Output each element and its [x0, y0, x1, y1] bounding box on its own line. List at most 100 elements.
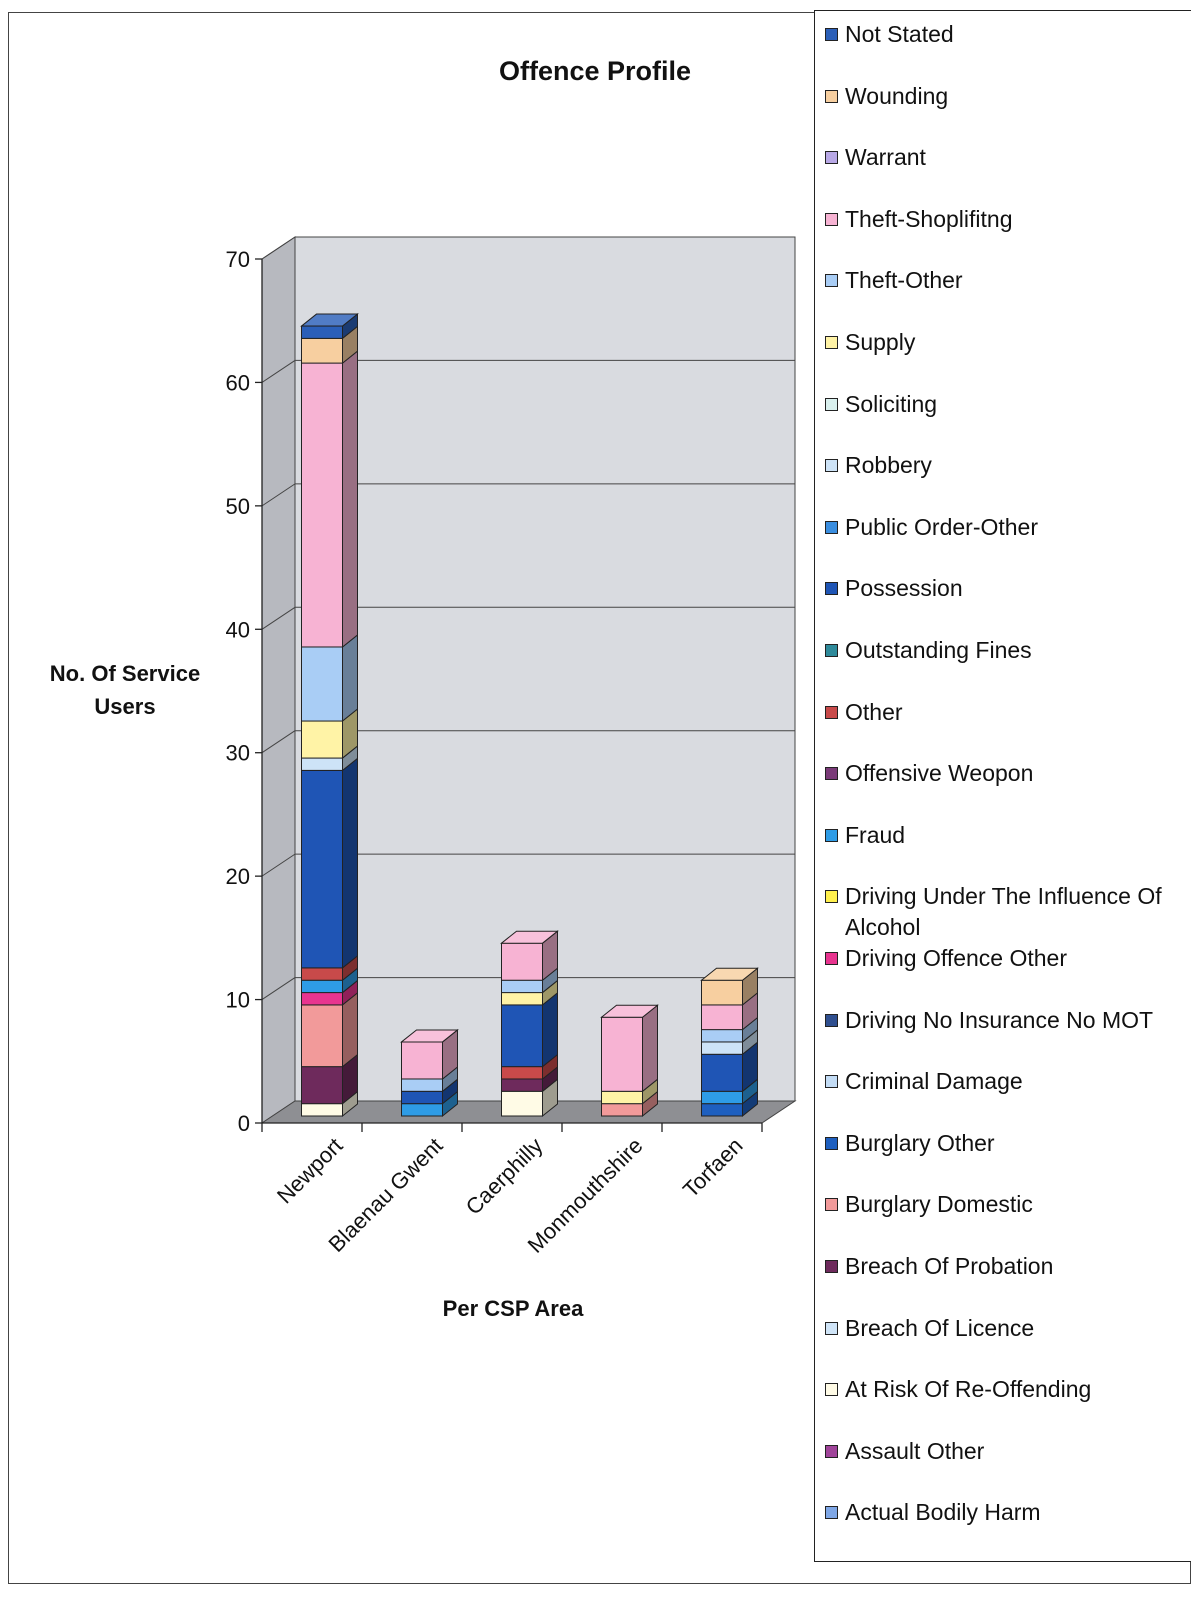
- legend-label: Criminal Damage: [845, 1068, 1023, 1095]
- gridline-side: [261, 853, 296, 877]
- legend-label: Possession: [845, 575, 963, 602]
- legend-swatch: [825, 336, 838, 349]
- legend-label: Driving Under The Influence Of Alcohol: [845, 883, 1162, 941]
- legend-label: Outstanding Fines: [845, 637, 1032, 663]
- legend-swatch: [825, 1444, 838, 1458]
- legend-swatch: [825, 459, 838, 473]
- legend-label: Theft-Shoplifitng: [845, 205, 1013, 232]
- bar-segment: [301, 991, 358, 1068]
- bar-segment: [301, 757, 358, 969]
- legend-swatch: [825, 397, 838, 411]
- y-tick-label: 10: [226, 988, 250, 1013]
- legend-swatch: [825, 1198, 838, 1212]
- legend-swatch: [825, 1136, 838, 1150]
- bar-segment: [601, 1078, 658, 1105]
- bar-stack-newport: [300, 313, 359, 1118]
- x-tick-label: Torfaen: [678, 1133, 748, 1203]
- y-tick-label: 20: [226, 864, 250, 889]
- legend-label: Fraud: [845, 821, 906, 848]
- gridline-side: [261, 483, 296, 507]
- legend-swatch: [825, 274, 838, 288]
- legend-swatch: [825, 705, 838, 719]
- legend-swatch: [825, 1383, 838, 1397]
- legend-swatch: [825, 28, 838, 41]
- legend-label: Assault Other: [845, 1437, 985, 1464]
- x-tick-label: Caerphilly: [461, 1133, 548, 1220]
- legend-label: Offensive Weopon: [845, 760, 1034, 787]
- chart-side-wall: [261, 236, 296, 1124]
- legend-swatch: [825, 1260, 838, 1273]
- svg-text:No. Of Service: No. Of Service: [50, 661, 200, 686]
- x-axis-label: Per CSP Area: [443, 1296, 584, 1321]
- bar-stack-monmouthshire: [600, 1004, 659, 1118]
- y-tick-label: 30: [226, 741, 250, 766]
- legend-swatch: [825, 212, 838, 226]
- legend-swatch: [825, 520, 838, 534]
- bar-segment: [501, 967, 558, 994]
- bar-segment: [401, 1090, 458, 1118]
- bar-segment: [601, 1090, 658, 1118]
- gridline-side: [261, 606, 296, 630]
- bar-segment: [300, 313, 359, 340]
- legend-swatch: [825, 644, 838, 657]
- y-tick-label: 60: [226, 370, 250, 395]
- legend-label: Burglary Other: [845, 1129, 995, 1156]
- y-tick-label: 50: [226, 494, 250, 519]
- legend-label: Driving No Insurance No MOT: [845, 1006, 1154, 1033]
- legend-label: Driving Offence Other: [845, 945, 1068, 971]
- bar-segment: [301, 1053, 358, 1105]
- bar-stack-torfaen: [700, 967, 759, 1118]
- bar-stack-blaenau-gwent: [400, 1028, 459, 1118]
- legend-label: Theft-Other: [845, 267, 963, 294]
- x-tick-label: Newport: [272, 1133, 348, 1209]
- legend-swatch: [825, 1013, 838, 1027]
- bar-segment: [301, 350, 358, 649]
- legend-swatch: [825, 1321, 838, 1335]
- legend-label: Not Stated: [845, 21, 954, 47]
- bar-segment: [701, 1041, 758, 1093]
- legend-label: Burglary Domestic: [845, 1191, 1033, 1218]
- legend-label: Breach Of Licence: [845, 1314, 1035, 1341]
- chart-legend: Not Stated Wounding Warrant Theft-Shoplifit…: [814, 10, 1191, 1562]
- legend-label: At Risk Of Re-Offending: [845, 1376, 1092, 1403]
- legend-swatch: [825, 582, 838, 596]
- legend-label: Supply: [845, 329, 916, 355]
- bar-segment: [301, 967, 358, 994]
- bar-segment: [700, 967, 759, 1006]
- legend-label: Wounding: [845, 82, 949, 109]
- legend-label: Actual Bodily Harm: [845, 1499, 1041, 1526]
- chart-title: Offence Profile: [499, 56, 691, 86]
- legend-label: Other: [845, 698, 903, 725]
- legend-swatch: [825, 151, 838, 165]
- y-axis-label: No. Of Service Users: [50, 661, 200, 719]
- bar-segment: [500, 930, 559, 982]
- legend-swatch: [825, 890, 838, 904]
- legend-swatch: [825, 89, 838, 103]
- gridline-side: [261, 730, 296, 754]
- bar-segment: [600, 1004, 659, 1093]
- y-tick-label: 40: [226, 617, 250, 642]
- legend-swatch: [825, 1506, 838, 1520]
- legend-swatch: [825, 952, 838, 965]
- bar-segment: [701, 1078, 758, 1105]
- bar-segment: [301, 1090, 358, 1118]
- bar-segment: [501, 991, 558, 1068]
- y-tick-label: 0: [238, 1111, 250, 1136]
- bar-segment: [301, 707, 358, 760]
- gridline-side: [261, 236, 296, 260]
- legend-label: Soliciting: [845, 390, 938, 417]
- bar-segment: [301, 633, 358, 723]
- legend-swatch: [825, 1075, 838, 1089]
- gridline-side: [261, 360, 296, 383]
- y-tick-label: 70: [226, 247, 250, 272]
- gridline-side: [261, 977, 296, 1000]
- bar-segment: [701, 991, 758, 1031]
- bar-segment: [501, 1053, 558, 1081]
- legend-label: Breach Of Probation: [845, 1253, 1054, 1279]
- bar-segment: [400, 1028, 459, 1081]
- legend-swatch: [825, 767, 838, 781]
- legend-label: Public Order-Other: [845, 513, 1039, 540]
- legend-swatch: [825, 828, 838, 842]
- legend-label: Robbery: [845, 452, 932, 479]
